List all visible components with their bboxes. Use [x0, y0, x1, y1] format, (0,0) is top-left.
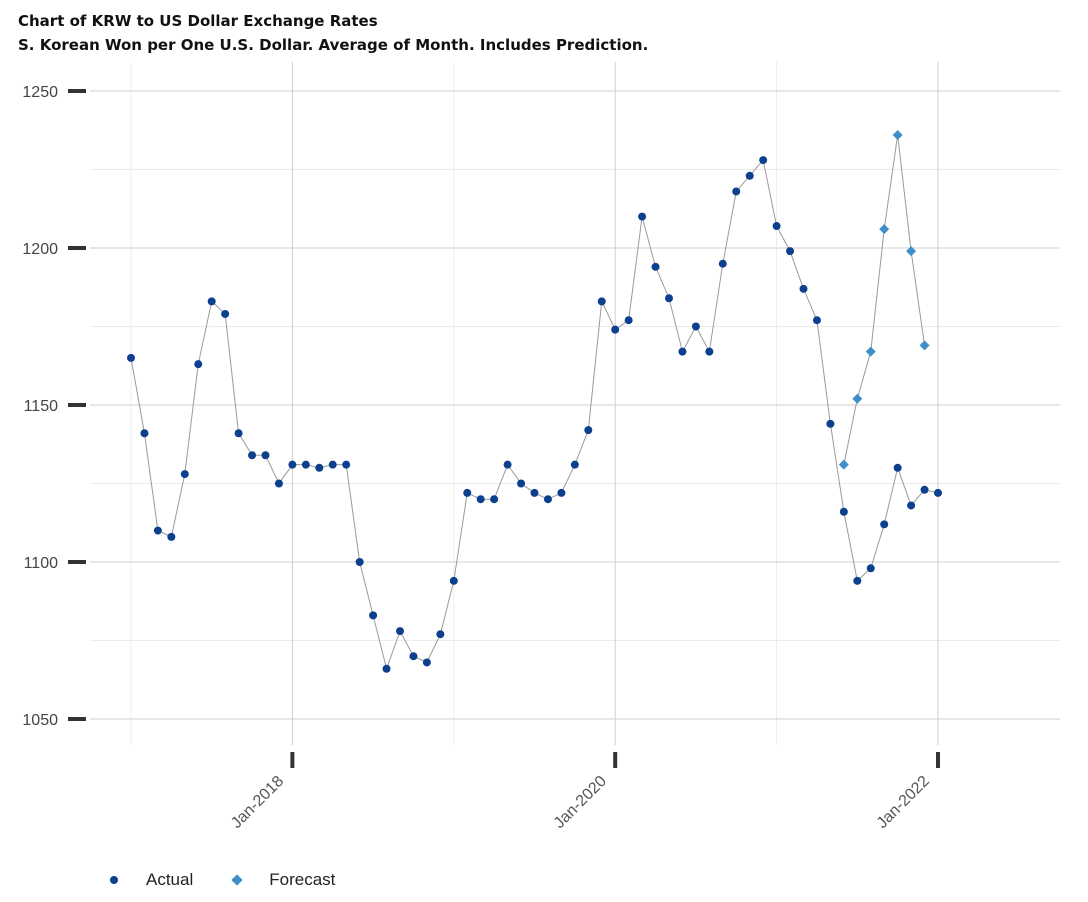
- legend-actual-label: Actual: [146, 870, 194, 889]
- actual-point: [382, 664, 391, 673]
- y-tick-label: 1100: [24, 555, 59, 572]
- actual-point: [490, 495, 499, 504]
- actual-point: [826, 419, 835, 428]
- major-gridlines: [90, 62, 1060, 745]
- forecast-point: [838, 459, 849, 470]
- actual-point: [584, 426, 593, 435]
- actual-point: [638, 212, 647, 221]
- actual-point: [140, 429, 149, 438]
- actual-point: [799, 284, 808, 293]
- actual-point: [476, 495, 485, 504]
- legend-item-forecast: Forecast: [231, 870, 336, 890]
- actual-point: [463, 488, 472, 497]
- actual-point: [934, 488, 942, 497]
- actual-point: [355, 558, 364, 566]
- actual-point: [611, 325, 620, 334]
- actual-point: [624, 316, 633, 325]
- x-tick-label: Jan-2018: [228, 773, 287, 832]
- forecast-point: [879, 224, 890, 235]
- actual-point: [221, 309, 230, 318]
- actual-point: [180, 470, 189, 479]
- y-tick-label: 1150: [24, 398, 59, 415]
- actual-point: [342, 460, 351, 469]
- x-tick-label: Jan-2020: [551, 773, 610, 832]
- series-lines: [130, 134, 939, 671]
- actual-point: [920, 485, 929, 494]
- y-tick-label: 1250: [22, 84, 58, 101]
- actual-point: [651, 262, 660, 271]
- actual-point: [503, 460, 512, 469]
- actual-point: [866, 564, 875, 573]
- actual-point: [409, 652, 418, 661]
- actual-point: [893, 463, 902, 472]
- actual-point: [772, 222, 781, 231]
- actual-point: [691, 322, 700, 331]
- actual-point: [248, 451, 257, 460]
- actual-point: [288, 460, 297, 469]
- actual-point: [665, 294, 673, 303]
- actual-point: [328, 460, 337, 469]
- actual-point: [194, 360, 203, 369]
- actual-point: [812, 316, 821, 325]
- actual-point: [153, 526, 162, 535]
- forecast-point: [865, 346, 876, 357]
- y-tick-label: 1050: [22, 712, 58, 729]
- actual-point: [449, 576, 458, 585]
- legend-actual-marker: [110, 876, 118, 884]
- legend-forecast-marker: [231, 874, 243, 886]
- actual-point: [315, 463, 324, 472]
- actual-point: [274, 479, 283, 488]
- actual-point: [718, 259, 727, 268]
- actual-point: [207, 297, 216, 306]
- actual-point: [880, 520, 889, 529]
- actual-point: [678, 347, 687, 356]
- actual-point: [261, 451, 270, 460]
- legend: Actual Forecast: [110, 870, 375, 890]
- actual-point: [127, 353, 135, 362]
- actual-point: [369, 611, 378, 620]
- actual-point: [907, 501, 916, 510]
- actual-point: [597, 297, 606, 306]
- actual-point: [759, 156, 768, 165]
- actual-point: [543, 495, 552, 504]
- x-axis: Jan-2018 Jan-2020 Jan-2022: [228, 752, 940, 832]
- actual-point: [422, 658, 431, 667]
- forecast-point: [906, 246, 917, 257]
- actual-point: [786, 247, 795, 256]
- forecast-point: [852, 393, 863, 404]
- actual-point: [436, 630, 445, 639]
- actual-point: [301, 460, 310, 469]
- actual-point: [234, 429, 243, 438]
- actual-point: [745, 171, 754, 180]
- actual-point: [557, 488, 566, 497]
- chart-title: Chart of KRW to US Dollar Exchange Rates: [18, 12, 378, 30]
- actual-point: [530, 488, 539, 497]
- actual-point: [167, 532, 176, 541]
- actual-point: [570, 460, 579, 469]
- y-axis: 1050 1100 1150 1200 1250: [22, 84, 86, 729]
- x-tick-label: Jan-2022: [874, 773, 933, 832]
- actual-point: [853, 576, 862, 585]
- actual-point: [517, 479, 526, 488]
- actual-point: [705, 347, 714, 356]
- legend-forecast-label: Forecast: [269, 870, 336, 889]
- legend-item-actual: Actual: [110, 870, 193, 890]
- actual-series-line: [130, 158, 939, 671]
- chart-subtitle: S. Korean Won per One U.S. Dollar. Avera…: [18, 36, 649, 54]
- forecast-point: [919, 340, 930, 351]
- forecast-point: [892, 129, 903, 140]
- y-tick-label: 1200: [22, 241, 58, 258]
- actual-point: [732, 187, 741, 196]
- actual-point: [839, 507, 848, 516]
- actual-point: [396, 627, 404, 636]
- minor-gridlines: [90, 62, 1060, 745]
- forecast-series-line: [843, 134, 926, 465]
- data-points: [127, 129, 942, 673]
